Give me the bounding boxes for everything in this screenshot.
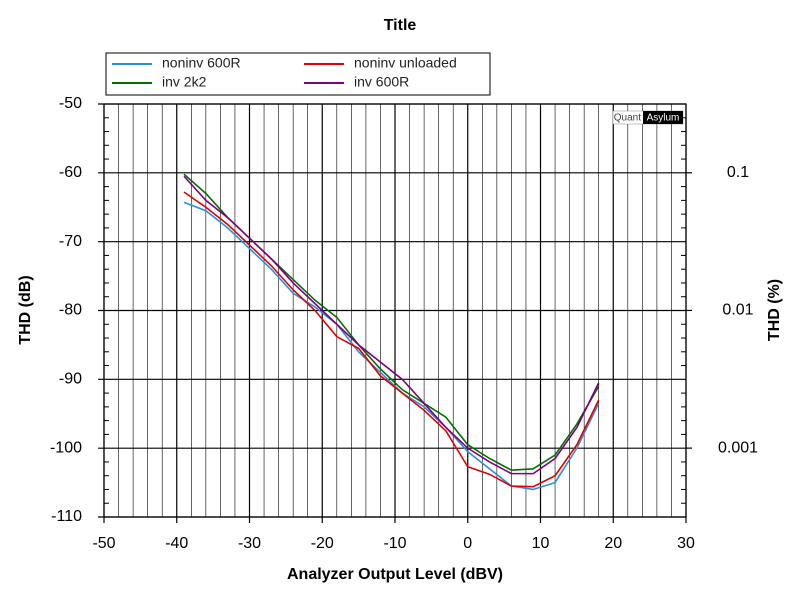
chart-title: Title <box>384 17 417 34</box>
data-line <box>183 201 600 491</box>
y2-tick-label: 0.001 <box>718 439 758 456</box>
legend-label: inv 600R <box>354 74 409 90</box>
watermark-text: Quant <box>614 113 641 124</box>
x-tick-label: -50 <box>92 535 115 552</box>
y-tick-label: -70 <box>59 233 82 250</box>
x-tick-label: 0 <box>463 535 472 552</box>
watermark-text: Asylum <box>647 113 680 124</box>
x-tick-label: -40 <box>165 535 188 552</box>
y-tick-label: -110 <box>51 508 82 525</box>
data-line <box>183 175 600 475</box>
x-tick-label: -30 <box>238 535 261 552</box>
y2-tick-label: 0.01 <box>722 302 753 319</box>
data-line <box>183 191 600 488</box>
y-tick-label: -80 <box>59 302 82 319</box>
x-axis-label: Analyzer Output Level (dBV) <box>287 566 503 583</box>
y2-tick-label: 0.1 <box>727 164 749 181</box>
legend-box <box>105 52 491 96</box>
legend-label: noninv 600R <box>162 55 241 71</box>
watermark-dark <box>643 111 683 124</box>
y-tick-label: -60 <box>59 164 82 181</box>
y-tick-label: -100 <box>50 439 82 456</box>
y-tick-label: -90 <box>59 371 82 388</box>
x-tick-label: 20 <box>604 535 622 552</box>
y2-axis-label: THD (%) <box>766 279 783 341</box>
plot-border <box>103 103 687 518</box>
y-axis-label: THD (dB) <box>17 275 34 344</box>
legend-label: noninv unloaded <box>354 55 457 71</box>
x-tick-label: -20 <box>311 535 334 552</box>
x-tick-label: 30 <box>677 535 695 552</box>
x-tick-label: -10 <box>383 535 406 552</box>
y-tick-label: -50 <box>59 95 82 112</box>
x-tick-label: 10 <box>532 535 550 552</box>
legend-label: inv 2k2 <box>162 74 207 90</box>
